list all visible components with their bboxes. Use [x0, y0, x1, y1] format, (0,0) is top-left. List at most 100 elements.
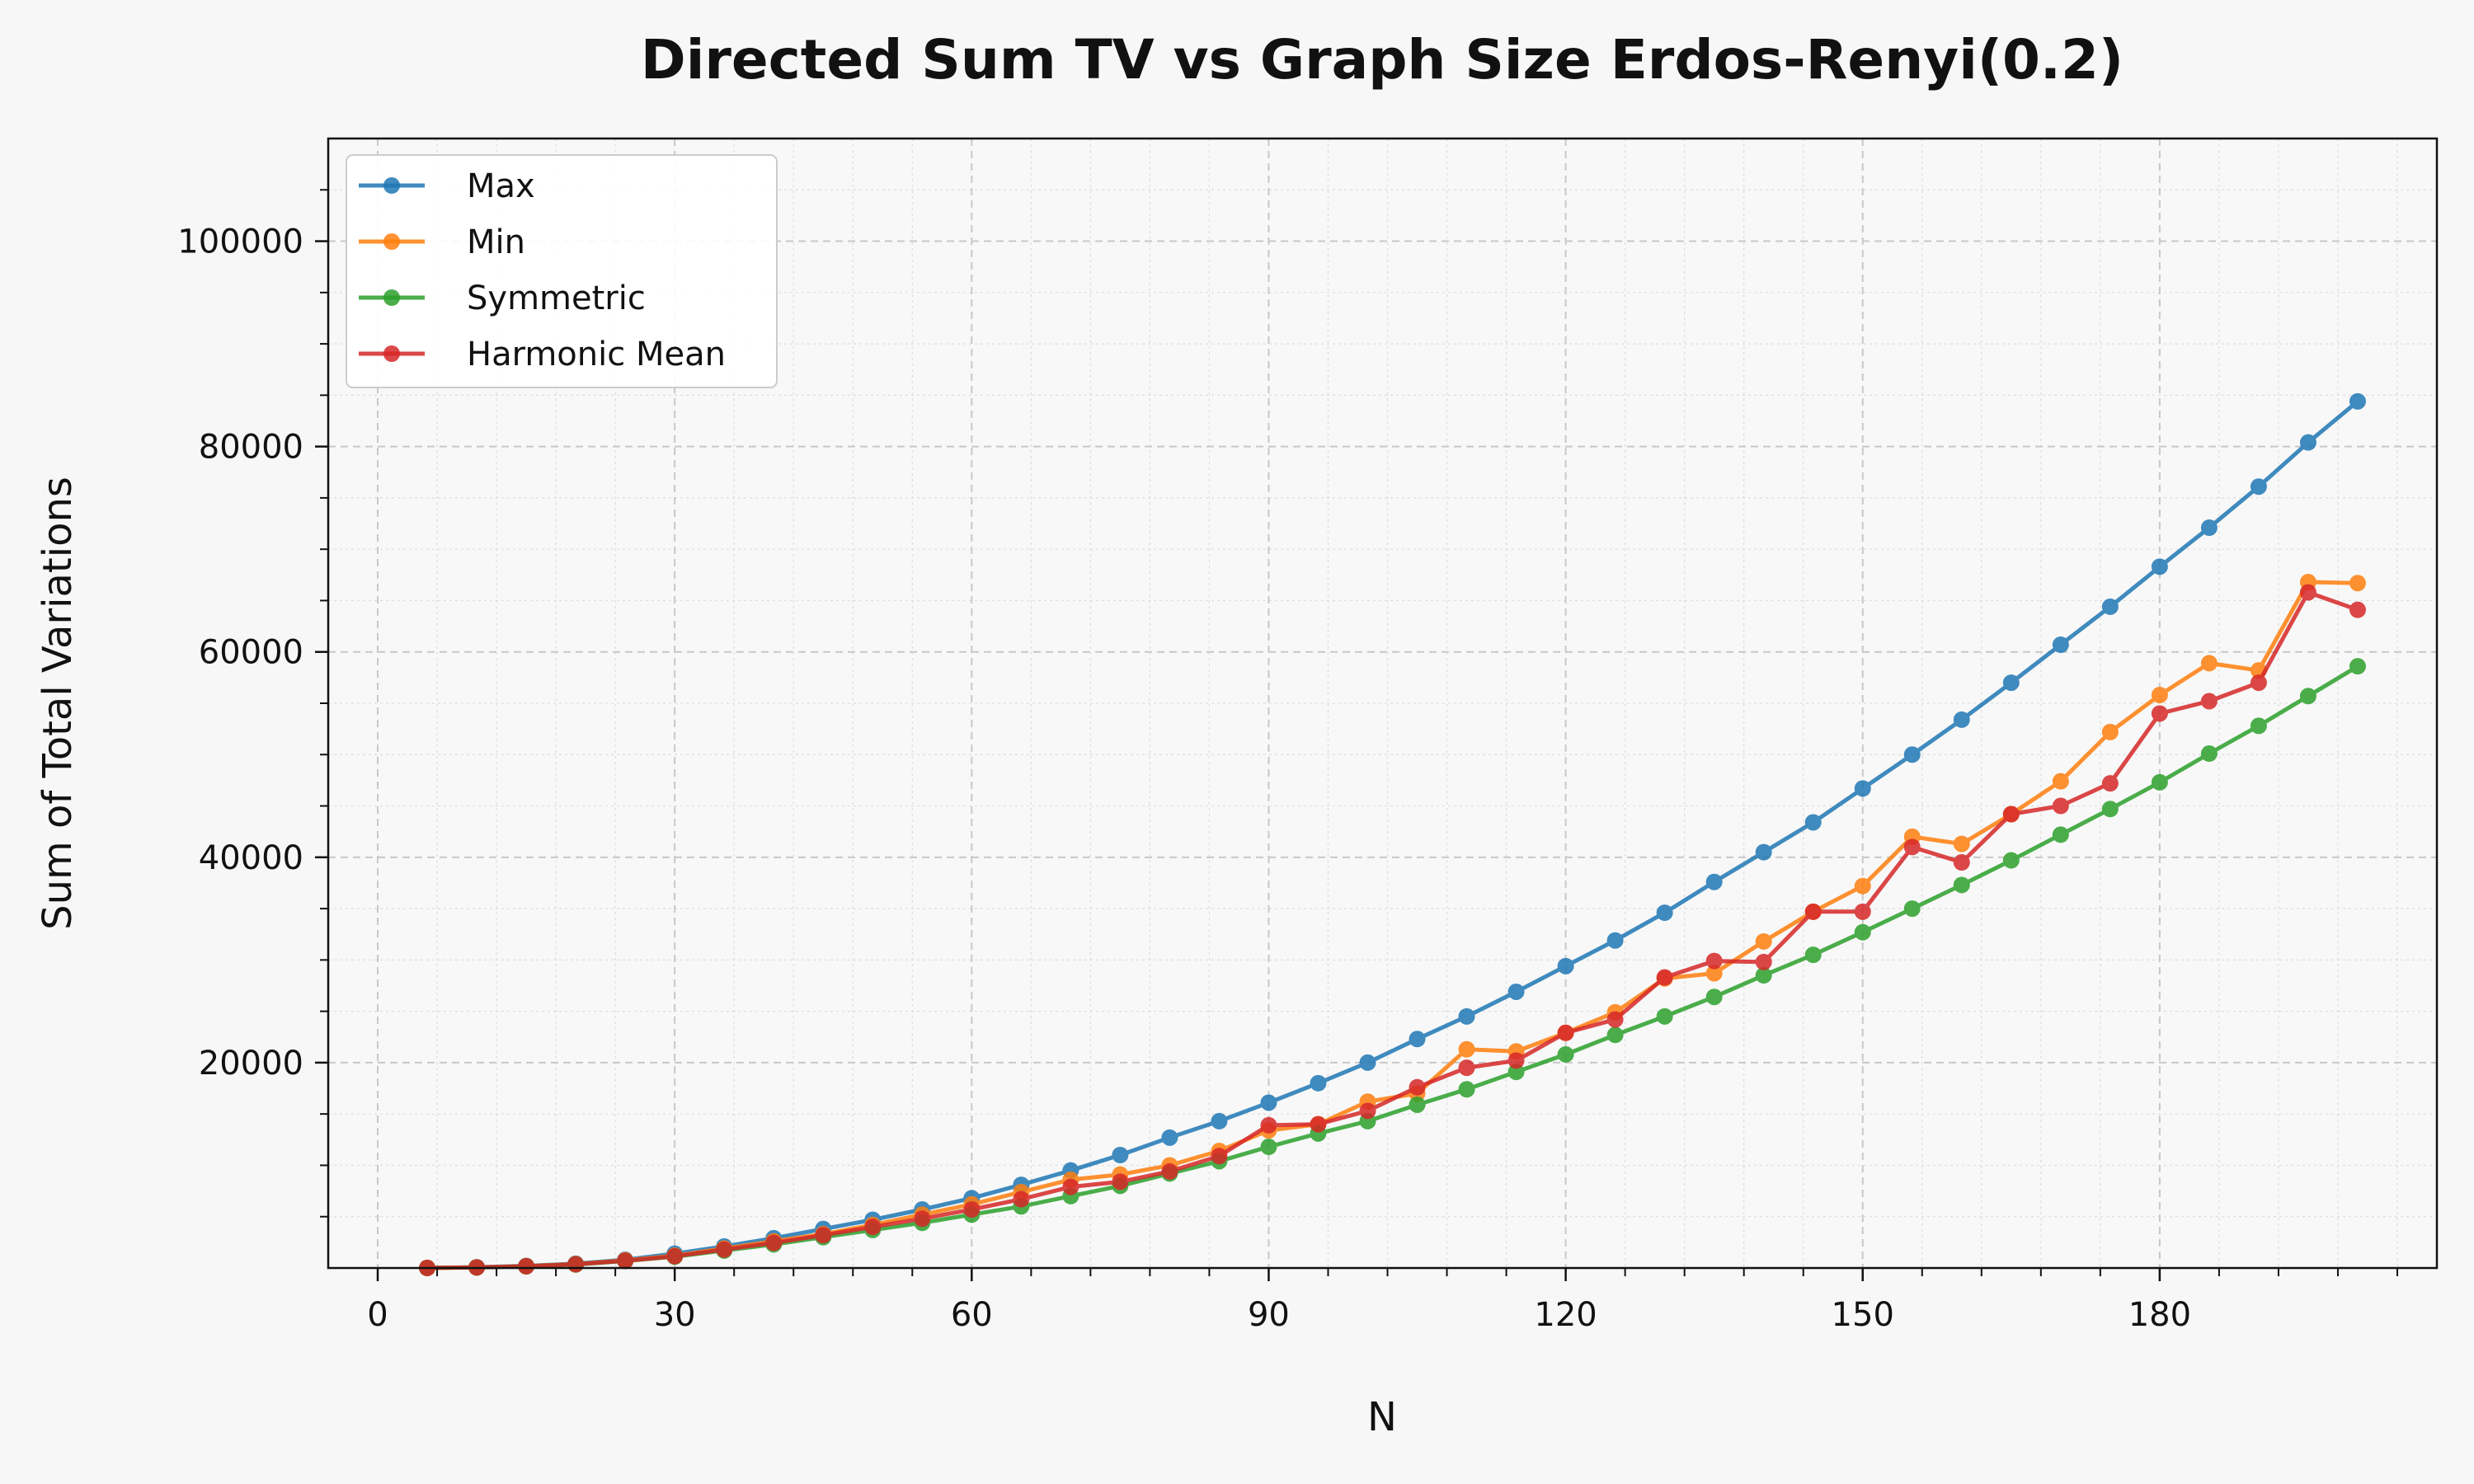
series-harmonic-mean: [419, 584, 2366, 1276]
data-point-harmonic-mean: [864, 1219, 882, 1236]
data-point-min: [2052, 773, 2069, 790]
legend-label: Symmetric: [467, 279, 646, 317]
data-point-max: [2052, 636, 2069, 654]
legend-label: Harmonic Mean: [467, 336, 726, 373]
legend-item-harmonic-mean: Harmonic Mean: [359, 336, 726, 373]
data-point-max: [1211, 1112, 1228, 1129]
data-point-harmonic-mean: [1112, 1173, 1129, 1190]
x-tick-label: 180: [2128, 1296, 2191, 1334]
data-point-max: [1804, 814, 1822, 831]
data-point-harmonic-mean: [765, 1234, 783, 1252]
data-point-max: [1458, 1007, 1475, 1025]
data-point-max: [1606, 932, 1624, 949]
x-axis: 0 30 60 90 120 150 180: [367, 1268, 2398, 1334]
data-point-max: [2349, 392, 2366, 410]
data-point-symmetric: [2002, 852, 2020, 869]
legend-marker: [383, 233, 400, 250]
data-point-harmonic-mean: [716, 1241, 733, 1258]
legend-item-min: Min: [359, 223, 525, 261]
data-point-harmonic-mean: [2299, 584, 2316, 601]
data-point-harmonic-mean: [2200, 693, 2218, 710]
y-tick-label: 20000: [199, 1045, 303, 1082]
data-point-max: [1557, 957, 1574, 974]
data-point-max: [2250, 478, 2267, 495]
data-point-harmonic-mean: [1903, 838, 1921, 856]
data-point-harmonic-mean: [1705, 952, 1723, 970]
data-point-symmetric: [2299, 688, 2316, 705]
data-point-symmetric: [1705, 989, 1723, 1006]
data-point-harmonic-mean: [2052, 797, 2069, 815]
data-point-harmonic-mean: [2250, 674, 2267, 692]
data-point-harmonic-mean: [1062, 1178, 1079, 1195]
legend-item-symmetric: Symmetric: [359, 279, 646, 317]
data-point-harmonic-mean: [1606, 1011, 1624, 1028]
data-point-max: [2200, 519, 2218, 537]
x-tick-label: 0: [367, 1296, 388, 1334]
data-point-symmetric: [1903, 900, 1921, 918]
data-point-max: [1507, 983, 1525, 1000]
data-point-max: [2002, 674, 2020, 692]
data-point-harmonic-mean: [1557, 1024, 1574, 1041]
data-point-max: [1161, 1129, 1178, 1146]
x-tick-label: 60: [951, 1296, 993, 1334]
data-point-min: [2101, 723, 2119, 740]
legend-item-max: Max: [359, 167, 535, 205]
data-point-harmonic-mean: [2151, 705, 2168, 722]
data-point-harmonic-mean: [1507, 1052, 1525, 1069]
data-point-max: [1112, 1147, 1129, 1163]
data-point-harmonic-mean: [914, 1210, 931, 1228]
data-point-max: [1903, 746, 1921, 763]
x-tick-label: 90: [1248, 1296, 1290, 1334]
data-point-min: [2200, 655, 2218, 672]
data-point-harmonic-mean: [815, 1227, 832, 1244]
data-point-symmetric: [1458, 1081, 1475, 1098]
data-point-min: [2151, 687, 2168, 704]
data-point-harmonic-mean: [1260, 1116, 1277, 1134]
data-point-max: [1755, 843, 1772, 861]
data-point-symmetric: [2349, 658, 2366, 675]
x-tick-label: 30: [654, 1296, 696, 1334]
data-point-harmonic-mean: [2101, 775, 2119, 792]
y-tick-label: 40000: [199, 839, 303, 877]
data-point-min: [1705, 965, 1723, 982]
data-point-max: [2101, 598, 2119, 615]
data-point-symmetric: [1854, 923, 1871, 941]
data-point-max: [1310, 1074, 1327, 1092]
data-point-max: [2299, 434, 2316, 451]
data-point-harmonic-mean: [1161, 1162, 1178, 1180]
legend-label: Min: [467, 223, 525, 261]
data-point-max: [1705, 873, 1723, 890]
data-point-max: [1656, 904, 1673, 922]
data-point-harmonic-mean: [1211, 1148, 1228, 1165]
data-point-symmetric: [1507, 1064, 1525, 1081]
chart-title: Directed Sum TV vs Graph Size Erdos-Reny…: [641, 28, 2124, 92]
legend-marker: [383, 177, 400, 194]
data-point-symmetric: [1260, 1139, 1277, 1156]
data-point-harmonic-mean: [1310, 1115, 1327, 1133]
data-point-harmonic-mean: [1458, 1059, 1475, 1077]
series-line-max: [426, 399, 2359, 1270]
data-point-harmonic-mean: [2349, 601, 2366, 618]
data-point-harmonic-mean: [1953, 854, 1970, 871]
data-point-max: [1953, 711, 1970, 728]
x-axis-label: N: [1367, 1394, 1397, 1440]
data-point-symmetric: [1557, 1045, 1574, 1063]
data-point-symmetric: [1606, 1026, 1624, 1044]
data-point-symmetric: [1804, 946, 1822, 964]
data-point-min: [1755, 932, 1772, 950]
x-tick-label: 150: [1832, 1296, 1894, 1334]
legend-marker: [383, 345, 400, 362]
x-tick-label: 120: [1534, 1296, 1597, 1334]
data-point-harmonic-mean: [617, 1252, 634, 1270]
data-point-harmonic-mean: [2002, 805, 2020, 823]
series-line-harmonic-mean: [426, 590, 2359, 1270]
data-point-symmetric: [2101, 801, 2119, 818]
data-point-max: [1260, 1094, 1277, 1111]
data-point-min: [1953, 835, 1970, 852]
data-point-symmetric: [1409, 1096, 1426, 1113]
data-point-min: [2349, 575, 2366, 592]
data-point-max: [1409, 1031, 1426, 1048]
data-point-symmetric: [1755, 967, 1772, 984]
y-tick-label: 60000: [199, 634, 303, 672]
